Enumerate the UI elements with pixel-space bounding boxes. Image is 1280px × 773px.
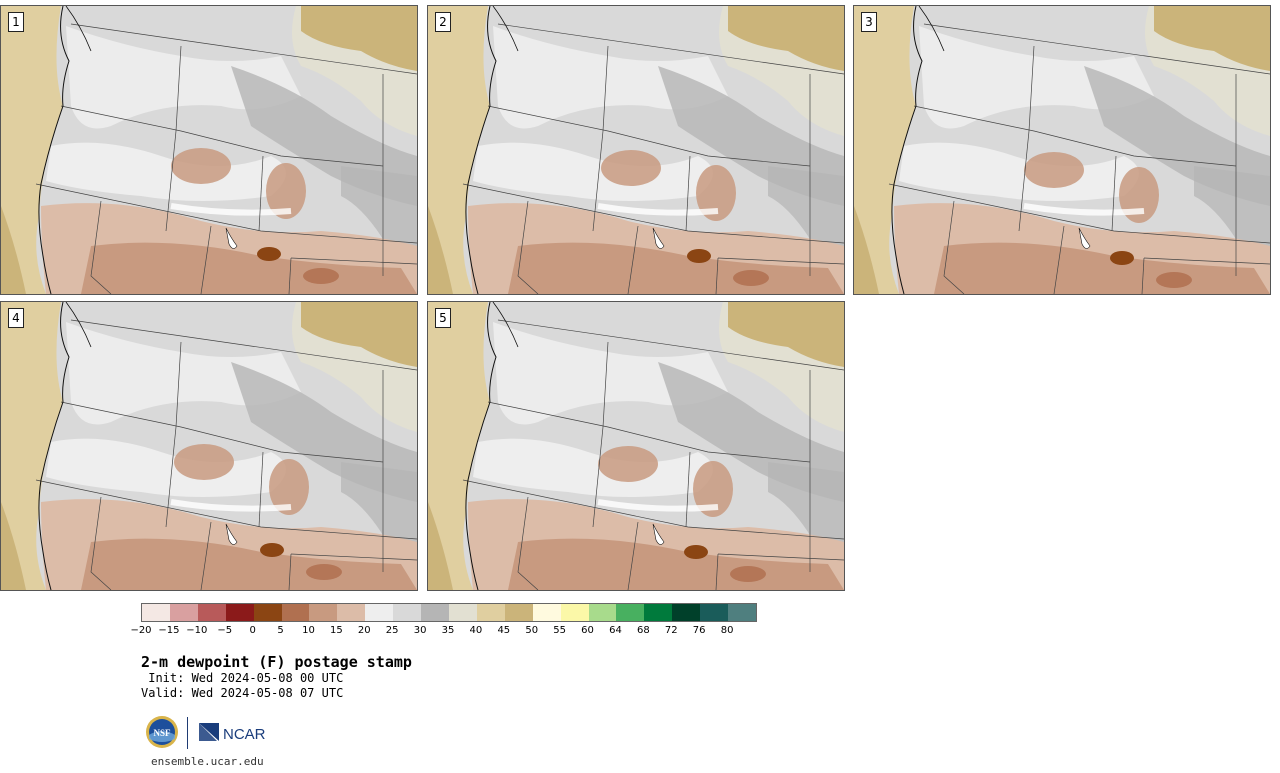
colorbar-segment	[225, 604, 254, 621]
colorbar-segment	[337, 604, 366, 621]
colorbar-segment	[504, 604, 533, 621]
panel-number: 1	[8, 12, 24, 32]
colorbar-segment	[142, 604, 170, 621]
logo-divider	[187, 717, 188, 749]
colorbar-tick-label: 10	[302, 625, 315, 636]
colorbar-tick-label: 20	[357, 625, 371, 636]
dewpoint-map	[428, 302, 844, 590]
svg-text:NCAR: NCAR	[223, 726, 266, 743]
chart-title: 2-m dewpoint (F) postage stamp	[141, 653, 412, 671]
svg-text:NSF: NSF	[153, 728, 171, 738]
dewpoint-map	[1, 6, 417, 294]
colorbar-ticks: −20 −15 −10 −5 0 5 10 15 20 25 30 35 40 45 50 55 60 64 68 7…	[130, 625, 755, 639]
map-panel-3: 3	[853, 5, 1271, 295]
colorbar-segment	[281, 604, 310, 621]
colorbar-tick-label: −20	[130, 625, 152, 636]
colorbar-tick-label: 45	[497, 625, 511, 636]
colorbar-segment	[309, 604, 338, 621]
dewpoint-map	[1, 302, 417, 590]
dewpoint-map	[854, 6, 1270, 294]
colorbar-tick-label: 64	[609, 625, 622, 636]
map-panel-5: 5	[427, 301, 845, 591]
panel-number: 3	[861, 12, 877, 32]
colorbar	[141, 603, 757, 622]
colorbar-tick-label: 50	[525, 625, 539, 636]
colorbar-segment	[393, 604, 422, 621]
map-panel-1: 1	[0, 5, 418, 295]
colorbar-segment	[169, 604, 198, 621]
colorbar-segment	[448, 604, 477, 621]
colorbar-segment	[616, 604, 645, 621]
init-time: Init: Wed 2024-05-08 00 UTC	[141, 671, 344, 685]
ncar-logo-icon: NCAR	[199, 723, 266, 743]
valid-time: Valid: Wed 2024-05-08 07 UTC	[141, 686, 344, 700]
colorbar-tick-label: 60	[581, 625, 594, 636]
colorbar-segment	[672, 604, 701, 621]
map-panel-2: 2	[427, 5, 845, 295]
colorbar-tick-label: 40	[469, 625, 483, 636]
colorbar-tick-label: 35	[441, 625, 455, 636]
panel-number: 2	[435, 12, 451, 32]
panel-number: 4	[8, 308, 24, 328]
colorbar-segment	[421, 604, 449, 621]
colorbar-segment	[197, 604, 226, 621]
colorbar-tick-label: 80	[720, 625, 734, 636]
colorbar-tick-label: 55	[553, 625, 566, 636]
colorbar-tick-label: −5	[217, 625, 233, 636]
panel-number: 5	[435, 308, 451, 328]
map-panel-4: 4	[0, 301, 418, 591]
colorbar-tick-label: 15	[329, 625, 343, 636]
colorbar-tick-label: 72	[664, 625, 678, 636]
nsf-logo-icon: NSF	[146, 716, 178, 748]
colorbar-tick-label: 5	[277, 625, 284, 636]
colorbar-tick-label: 76	[692, 625, 706, 636]
colorbar-segment	[476, 604, 505, 621]
colorbar-tick-label: −10	[186, 625, 208, 636]
logos: NSF NCAR	[145, 715, 275, 751]
colorbar-segment	[644, 604, 673, 621]
colorbar-segment	[560, 604, 589, 621]
colorbar-segment	[588, 604, 617, 621]
colorbar-segment	[728, 604, 756, 621]
colorbar-tick-label: 30	[413, 625, 427, 636]
site-url[interactable]: ensemble.ucar.edu	[151, 755, 264, 768]
colorbar-segment	[365, 604, 394, 621]
colorbar-tick-label: 0	[249, 625, 256, 636]
colorbar-tick-label: −15	[158, 625, 180, 636]
colorbar-tick-label: 25	[385, 625, 399, 636]
colorbar-tick-label: 68	[636, 625, 650, 636]
dewpoint-map	[428, 6, 844, 294]
colorbar-segment	[700, 604, 729, 621]
colorbar-segment	[253, 604, 282, 621]
colorbar-segment	[532, 604, 561, 621]
